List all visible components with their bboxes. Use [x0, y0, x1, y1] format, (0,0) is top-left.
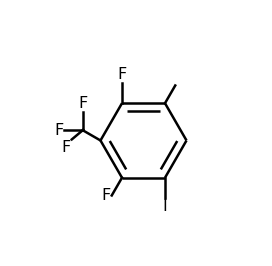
- Text: F: F: [78, 96, 87, 111]
- Text: I: I: [163, 199, 167, 214]
- Text: F: F: [117, 67, 126, 82]
- Text: F: F: [54, 123, 63, 138]
- Text: F: F: [101, 188, 111, 203]
- Text: F: F: [61, 140, 71, 155]
